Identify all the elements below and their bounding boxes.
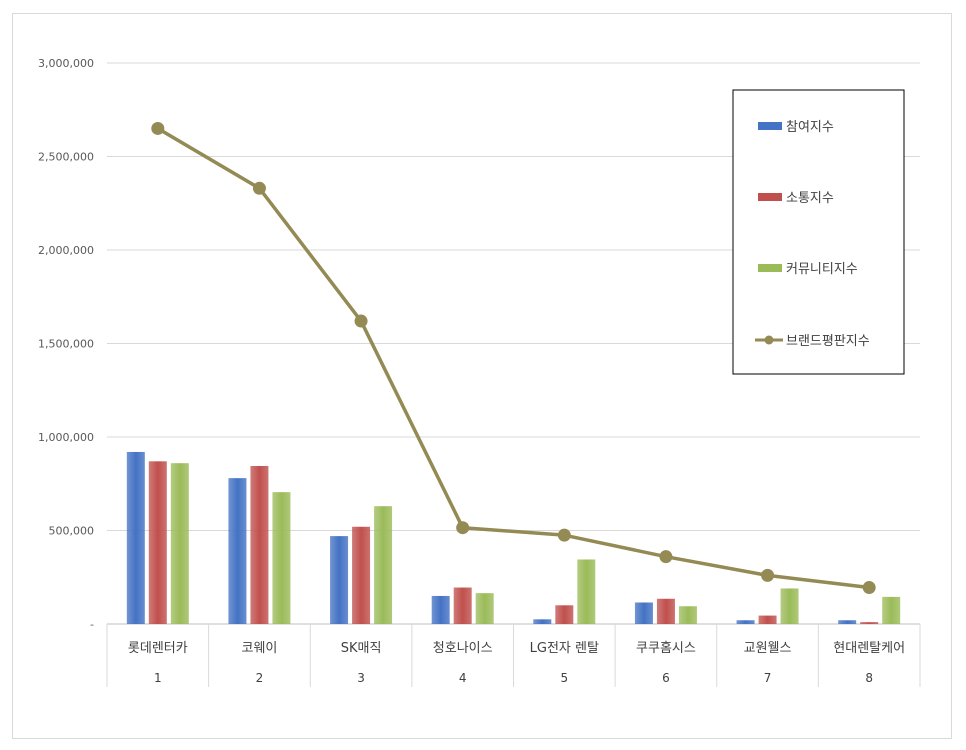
bar: [250, 465, 269, 624]
x-tick-label: LG전자 렌탈: [530, 641, 599, 656]
y-axis-ticks: - 500,000 1,000,000 1,500,000 2,000,000 2,500…: [38, 57, 94, 631]
rank-label: 2: [256, 671, 264, 685]
legend-label: 커뮤니티지수: [786, 262, 858, 277]
rank-label: 1: [154, 671, 162, 685]
rank-label: 5: [560, 671, 568, 685]
line-series: [151, 121, 876, 595]
y-tick-label: 500,000: [49, 525, 95, 538]
bar: [758, 615, 777, 624]
bar: [272, 492, 291, 624]
bar-series: [126, 451, 901, 624]
line-point: [456, 521, 470, 535]
x-tick-label: 코웨이: [241, 641, 277, 656]
x-tick-label: 청호나이스: [433, 641, 493, 656]
line-point: [761, 568, 775, 582]
bar: [780, 588, 799, 624]
legend-label: 참여지수: [786, 120, 834, 135]
legend-marker: [764, 335, 774, 345]
bar: [555, 605, 574, 624]
bar: [678, 606, 697, 624]
rank-label: 6: [662, 671, 670, 685]
legend-swatch: [758, 122, 782, 130]
bar: [656, 598, 675, 624]
line-point: [659, 550, 673, 564]
x-tick-label: SK매직: [341, 641, 382, 656]
rank-label: 3: [357, 671, 365, 685]
bar: [330, 536, 349, 624]
bar: [148, 461, 167, 624]
bar: [736, 620, 755, 624]
line-point: [252, 181, 266, 195]
rank-label: 8: [865, 671, 873, 685]
legend-label: 소통지수: [786, 191, 834, 206]
x-tick-label: 교원웰스: [744, 641, 792, 656]
bar: [634, 602, 653, 624]
bar: [352, 526, 371, 624]
rank-label: 4: [459, 671, 467, 685]
x-tick-label: 쿠쿠홈시스: [636, 641, 696, 656]
bar: [228, 478, 247, 624]
bar: [838, 620, 857, 624]
line-point: [557, 528, 571, 542]
line-point: [354, 314, 368, 328]
series-line: [156, 126, 870, 590]
y-tick-label: 3,000,000: [38, 57, 94, 70]
bar: [533, 619, 552, 624]
legend-label: 브랜드평판지수: [786, 334, 870, 349]
rank-label: 7: [764, 671, 772, 685]
bar: [453, 587, 472, 624]
y-tick-label: 2,500,000: [38, 151, 94, 164]
y-tick-label: 1,500,000: [38, 338, 94, 351]
bar: [374, 506, 393, 624]
bar: [475, 593, 494, 624]
bar: [126, 451, 145, 624]
line-point: [862, 581, 876, 595]
x-axis: 롯데렌터카 1 코웨이 2 SK매직 3 청호나이스 4 LG전자 렌탈 5 쿠쿠홈시스 6 교원웰스 7…: [106, 624, 921, 687]
y-tick-label: 1,000,000: [38, 431, 94, 444]
bar: [431, 595, 450, 624]
bar: [860, 622, 879, 624]
y-tick-label: 2,000,000: [38, 244, 94, 257]
line-point: [151, 121, 165, 135]
bar: [577, 559, 596, 624]
legend-swatch: [758, 193, 782, 201]
bar: [170, 463, 189, 624]
x-tick-label: 롯데렌터카: [128, 641, 188, 656]
x-tick-label: 현대렌탈케어: [833, 641, 905, 656]
legend-swatch: [758, 264, 782, 272]
bar: [882, 596, 901, 624]
y-tick-label: -: [90, 618, 94, 631]
